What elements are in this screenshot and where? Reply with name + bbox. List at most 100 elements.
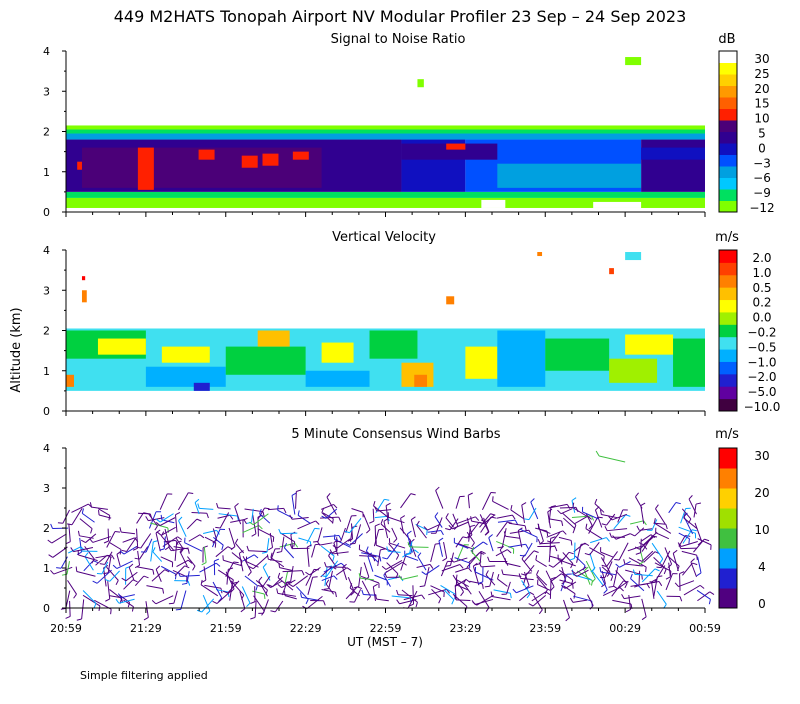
wind-barb xyxy=(586,561,595,579)
wind-barb-flag xyxy=(539,610,542,614)
wind-barb xyxy=(146,586,162,589)
wind-barb-flag xyxy=(334,576,337,580)
wind-barb-flag xyxy=(497,574,498,579)
heatmap-cell xyxy=(497,164,641,188)
wind-barb xyxy=(242,525,258,532)
wind-barb xyxy=(83,595,100,606)
wind-barb xyxy=(364,562,369,576)
wind-barb xyxy=(310,567,321,575)
wind-barb xyxy=(590,538,606,543)
wind-barb-flag xyxy=(316,521,320,525)
wind-barb-flag xyxy=(646,567,647,572)
wind-barb xyxy=(444,590,453,600)
wind-barb-flag xyxy=(529,604,533,606)
wind-barb-flag xyxy=(664,569,666,574)
wind-barb-flag xyxy=(562,521,563,526)
wind-barb xyxy=(296,492,297,509)
y-tick-label: 0 xyxy=(43,206,50,219)
wind-barb-flag xyxy=(366,547,368,552)
wind-barb xyxy=(481,566,495,567)
vv-units: m/s xyxy=(715,230,739,245)
wind-barb xyxy=(318,527,322,541)
colorbar-segment xyxy=(719,337,737,350)
heatmap-cell xyxy=(293,152,309,160)
wind-barb-flag xyxy=(207,513,209,518)
colorbar-segment xyxy=(719,468,737,489)
wind-barb-flag xyxy=(675,583,678,587)
wind-barb xyxy=(245,576,257,586)
wind-barb xyxy=(124,546,137,554)
heatmap-cell xyxy=(138,148,154,190)
wind-barb-flag xyxy=(636,553,641,555)
wind-barb-flag xyxy=(571,540,572,545)
wind-barb xyxy=(156,596,173,604)
wind-barb-flag xyxy=(637,526,639,530)
wind-barb-flag xyxy=(620,588,624,591)
wind-barb-flag xyxy=(61,608,66,609)
colorbar-label: 10 xyxy=(754,112,769,126)
wind-title: 5 Minute Consensus Wind Barbs xyxy=(291,427,500,442)
wind-barb xyxy=(239,553,243,571)
vv-colorbar: 2.01.00.50.20.0−0.2−0.5−1.0−2.0−5.0−10.0 xyxy=(719,250,780,414)
wind-barb-flag xyxy=(259,525,263,529)
wind-barb xyxy=(72,508,82,525)
x-tick-label: 00:29 xyxy=(609,622,641,635)
wind-barb xyxy=(268,508,284,509)
wind-barb xyxy=(654,565,664,582)
wind-barb-flag xyxy=(417,521,420,525)
wind-barb-flag xyxy=(442,558,446,561)
colorbar-label: −12 xyxy=(749,201,774,215)
wind-barb-flag xyxy=(463,537,468,538)
heatmap-cell xyxy=(98,339,146,355)
wind-barb-flag xyxy=(470,525,475,526)
colorbar-label: −0.2 xyxy=(747,326,776,340)
wind-barb-flag xyxy=(435,512,438,516)
wind-barb-flag xyxy=(66,616,71,618)
wind-barb-flag xyxy=(605,526,607,530)
x-tick-label: 21:59 xyxy=(210,622,242,635)
wind-barb xyxy=(436,490,443,508)
wind-barb-flag xyxy=(659,582,662,586)
wind-barb-flag xyxy=(647,584,650,588)
wind-barb xyxy=(549,507,551,523)
wind-barb-flag xyxy=(144,576,149,578)
wind-barb xyxy=(255,601,256,618)
wind-barb-flag xyxy=(278,584,282,587)
wind-barb-flag xyxy=(155,526,158,530)
wind-barb-flag xyxy=(334,504,337,508)
colorbar-segment xyxy=(719,262,737,275)
wind-barb-flag xyxy=(411,517,415,520)
wind-barb xyxy=(630,521,643,524)
wind-barb xyxy=(376,545,391,551)
wind-barb-flag xyxy=(305,572,309,575)
wind-barb xyxy=(402,576,418,580)
wind-barb-flag xyxy=(536,555,537,560)
wind-barb xyxy=(373,587,375,601)
wind-barb xyxy=(307,528,315,543)
wind-barb-flag xyxy=(326,580,329,584)
wind-barb-flag xyxy=(301,593,302,598)
wind-barb xyxy=(416,524,427,530)
colorbar-segment xyxy=(719,201,737,213)
wind-barb-flag xyxy=(595,499,597,504)
x-tick-label: 20:59 xyxy=(50,622,82,635)
heatmap-cell xyxy=(609,359,657,383)
colorbar-segment xyxy=(719,97,737,109)
wind-barb-flag xyxy=(572,498,576,501)
wind-units: m/s xyxy=(715,427,739,442)
wind-barb-flag xyxy=(609,586,614,587)
wind-barb xyxy=(161,557,173,562)
wind-barb xyxy=(411,520,415,537)
wind-barb-flag xyxy=(626,609,630,611)
wind-barb xyxy=(153,552,162,562)
wind-barb xyxy=(698,557,701,573)
wind-barb xyxy=(124,580,133,589)
wind-barb-flag xyxy=(475,517,478,521)
wind-barb-flag xyxy=(268,547,272,550)
wind-barb-flag xyxy=(411,539,415,542)
wind-barb xyxy=(635,497,642,509)
wind-barb-flag xyxy=(641,503,645,506)
wind-barb-flag xyxy=(105,599,109,601)
wind-barb-flag xyxy=(416,602,417,607)
colorbar-segment xyxy=(719,568,737,589)
